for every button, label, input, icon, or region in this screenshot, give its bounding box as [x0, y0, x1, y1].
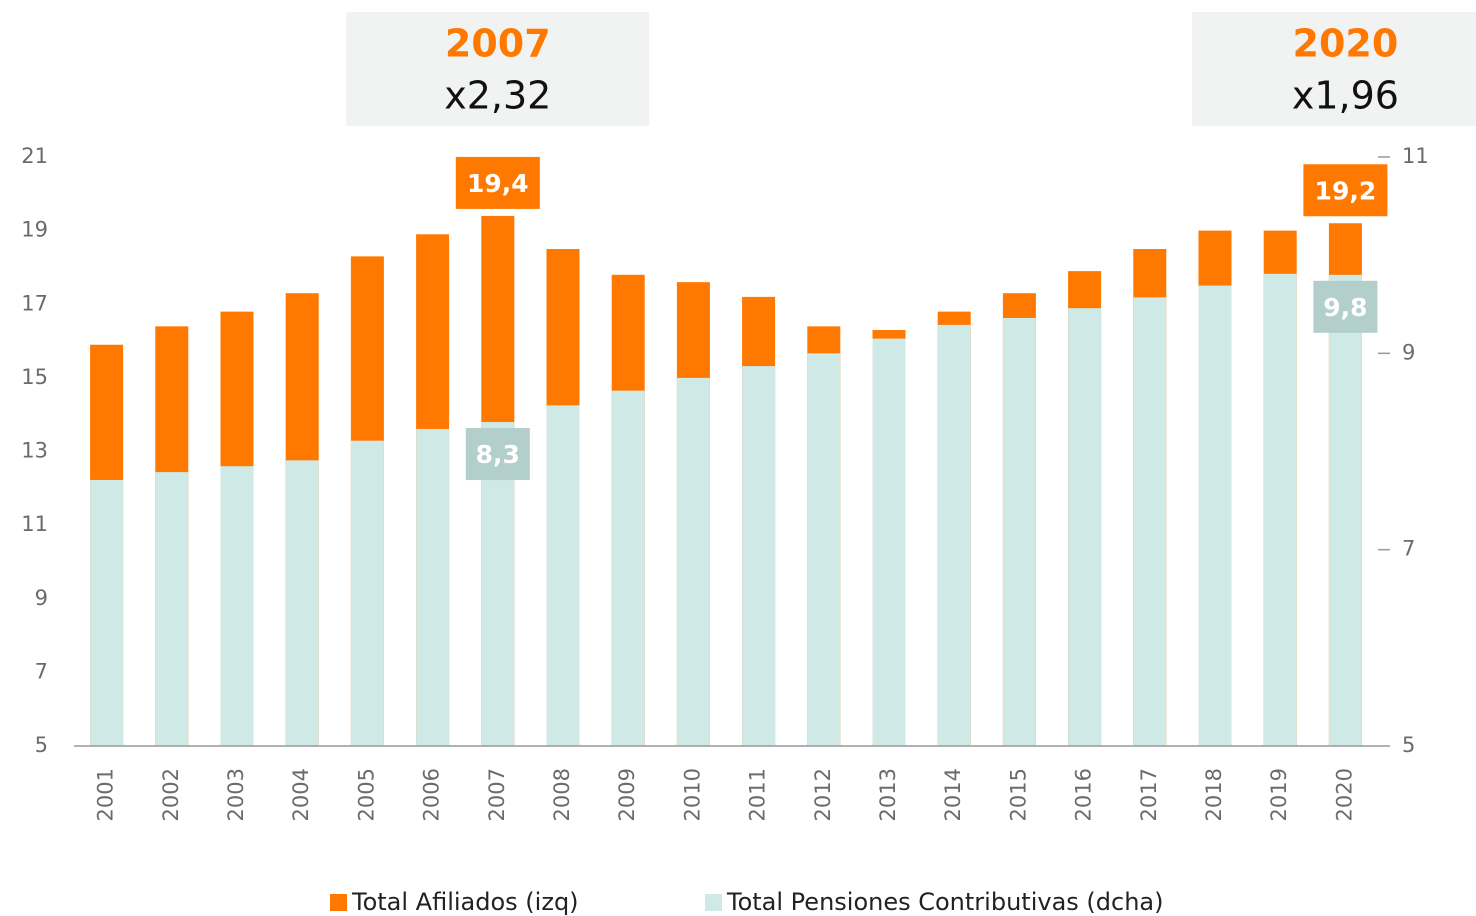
y-tick-label: 19	[21, 218, 48, 242]
x-tick-label: 2019	[1267, 768, 1291, 821]
value-label-box	[465, 428, 530, 481]
x-tick-label: 2011	[746, 768, 770, 821]
value-label: 19,2	[1315, 176, 1377, 205]
legend-swatch	[330, 894, 347, 911]
x-tick-label: 2017	[1137, 768, 1161, 821]
x-tick-label: 2007	[485, 768, 509, 821]
annotation-text: x1,96	[1292, 74, 1399, 118]
annotation-box	[1192, 12, 1476, 126]
bar	[742, 366, 776, 746]
annotation-title: 2020	[1293, 22, 1399, 66]
annotation-box	[346, 12, 650, 126]
annotation-text: x2,32	[444, 74, 551, 118]
x-tick-label: 2013	[876, 768, 900, 821]
x-tick-label: 2018	[1202, 768, 1226, 821]
y2-tick-label: 7	[1402, 537, 1415, 561]
x-tick-label: 2015	[1006, 768, 1030, 821]
y-tick-label: 15	[21, 365, 48, 389]
legend-label: Total Pensiones Contributivas (dcha)	[726, 888, 1163, 916]
bar	[1068, 308, 1102, 746]
x-tick-label: 2005	[354, 768, 378, 821]
y-tick-label: 7	[35, 659, 48, 683]
bar	[1263, 273, 1297, 746]
y-tick-label: 17	[21, 291, 48, 315]
value-label: 8,3	[476, 440, 520, 469]
bar	[90, 479, 124, 746]
x-tick-label: 2008	[550, 768, 574, 821]
bar	[611, 390, 645, 746]
value-label-box	[455, 156, 540, 209]
x-tick-label: 2012	[811, 768, 835, 821]
x-tick-label: 2010	[680, 768, 704, 821]
y2-tick-label: 9	[1402, 340, 1415, 364]
x-tick-label: 2004	[289, 768, 313, 821]
x-tick-label: 2020	[1332, 768, 1356, 821]
bar	[546, 405, 580, 746]
bar	[416, 428, 450, 746]
bar	[1133, 297, 1167, 746]
bar	[1002, 317, 1036, 746]
bar	[350, 440, 384, 746]
bar	[807, 353, 841, 746]
bar	[155, 472, 189, 746]
y-tick-label: 11	[21, 512, 48, 536]
y-tick-label: 13	[21, 439, 48, 463]
x-tick-label: 2001	[94, 768, 118, 821]
bar	[1198, 285, 1232, 746]
y-tick-label: 5	[35, 733, 48, 757]
y-tick-label: 9	[35, 586, 48, 610]
y2-tick-label: 11	[1402, 144, 1429, 168]
value-label-box	[1313, 280, 1378, 333]
x-tick-label: 2014	[941, 768, 965, 821]
bar	[285, 460, 319, 746]
value-label-box	[1303, 164, 1388, 217]
bar	[676, 377, 710, 746]
x-tick-label: 2003	[224, 768, 248, 821]
legend-swatch	[705, 894, 722, 911]
bar	[872, 338, 906, 746]
bar	[1328, 274, 1362, 746]
legend-label: Total Afiliados (izq)	[351, 888, 579, 916]
y2-tick-label: 5	[1402, 733, 1415, 757]
y-tick-label: 21	[21, 144, 48, 168]
x-tick-label: 2002	[159, 768, 183, 821]
x-tick-label: 2006	[420, 768, 444, 821]
bar	[937, 324, 971, 746]
x-tick-label: 2009	[615, 768, 639, 821]
annotation-title: 2007	[445, 22, 551, 66]
value-label: 19,4	[467, 169, 529, 198]
value-label: 9,8	[1323, 293, 1367, 322]
bar	[220, 466, 254, 746]
x-tick-label: 2016	[1072, 768, 1096, 821]
